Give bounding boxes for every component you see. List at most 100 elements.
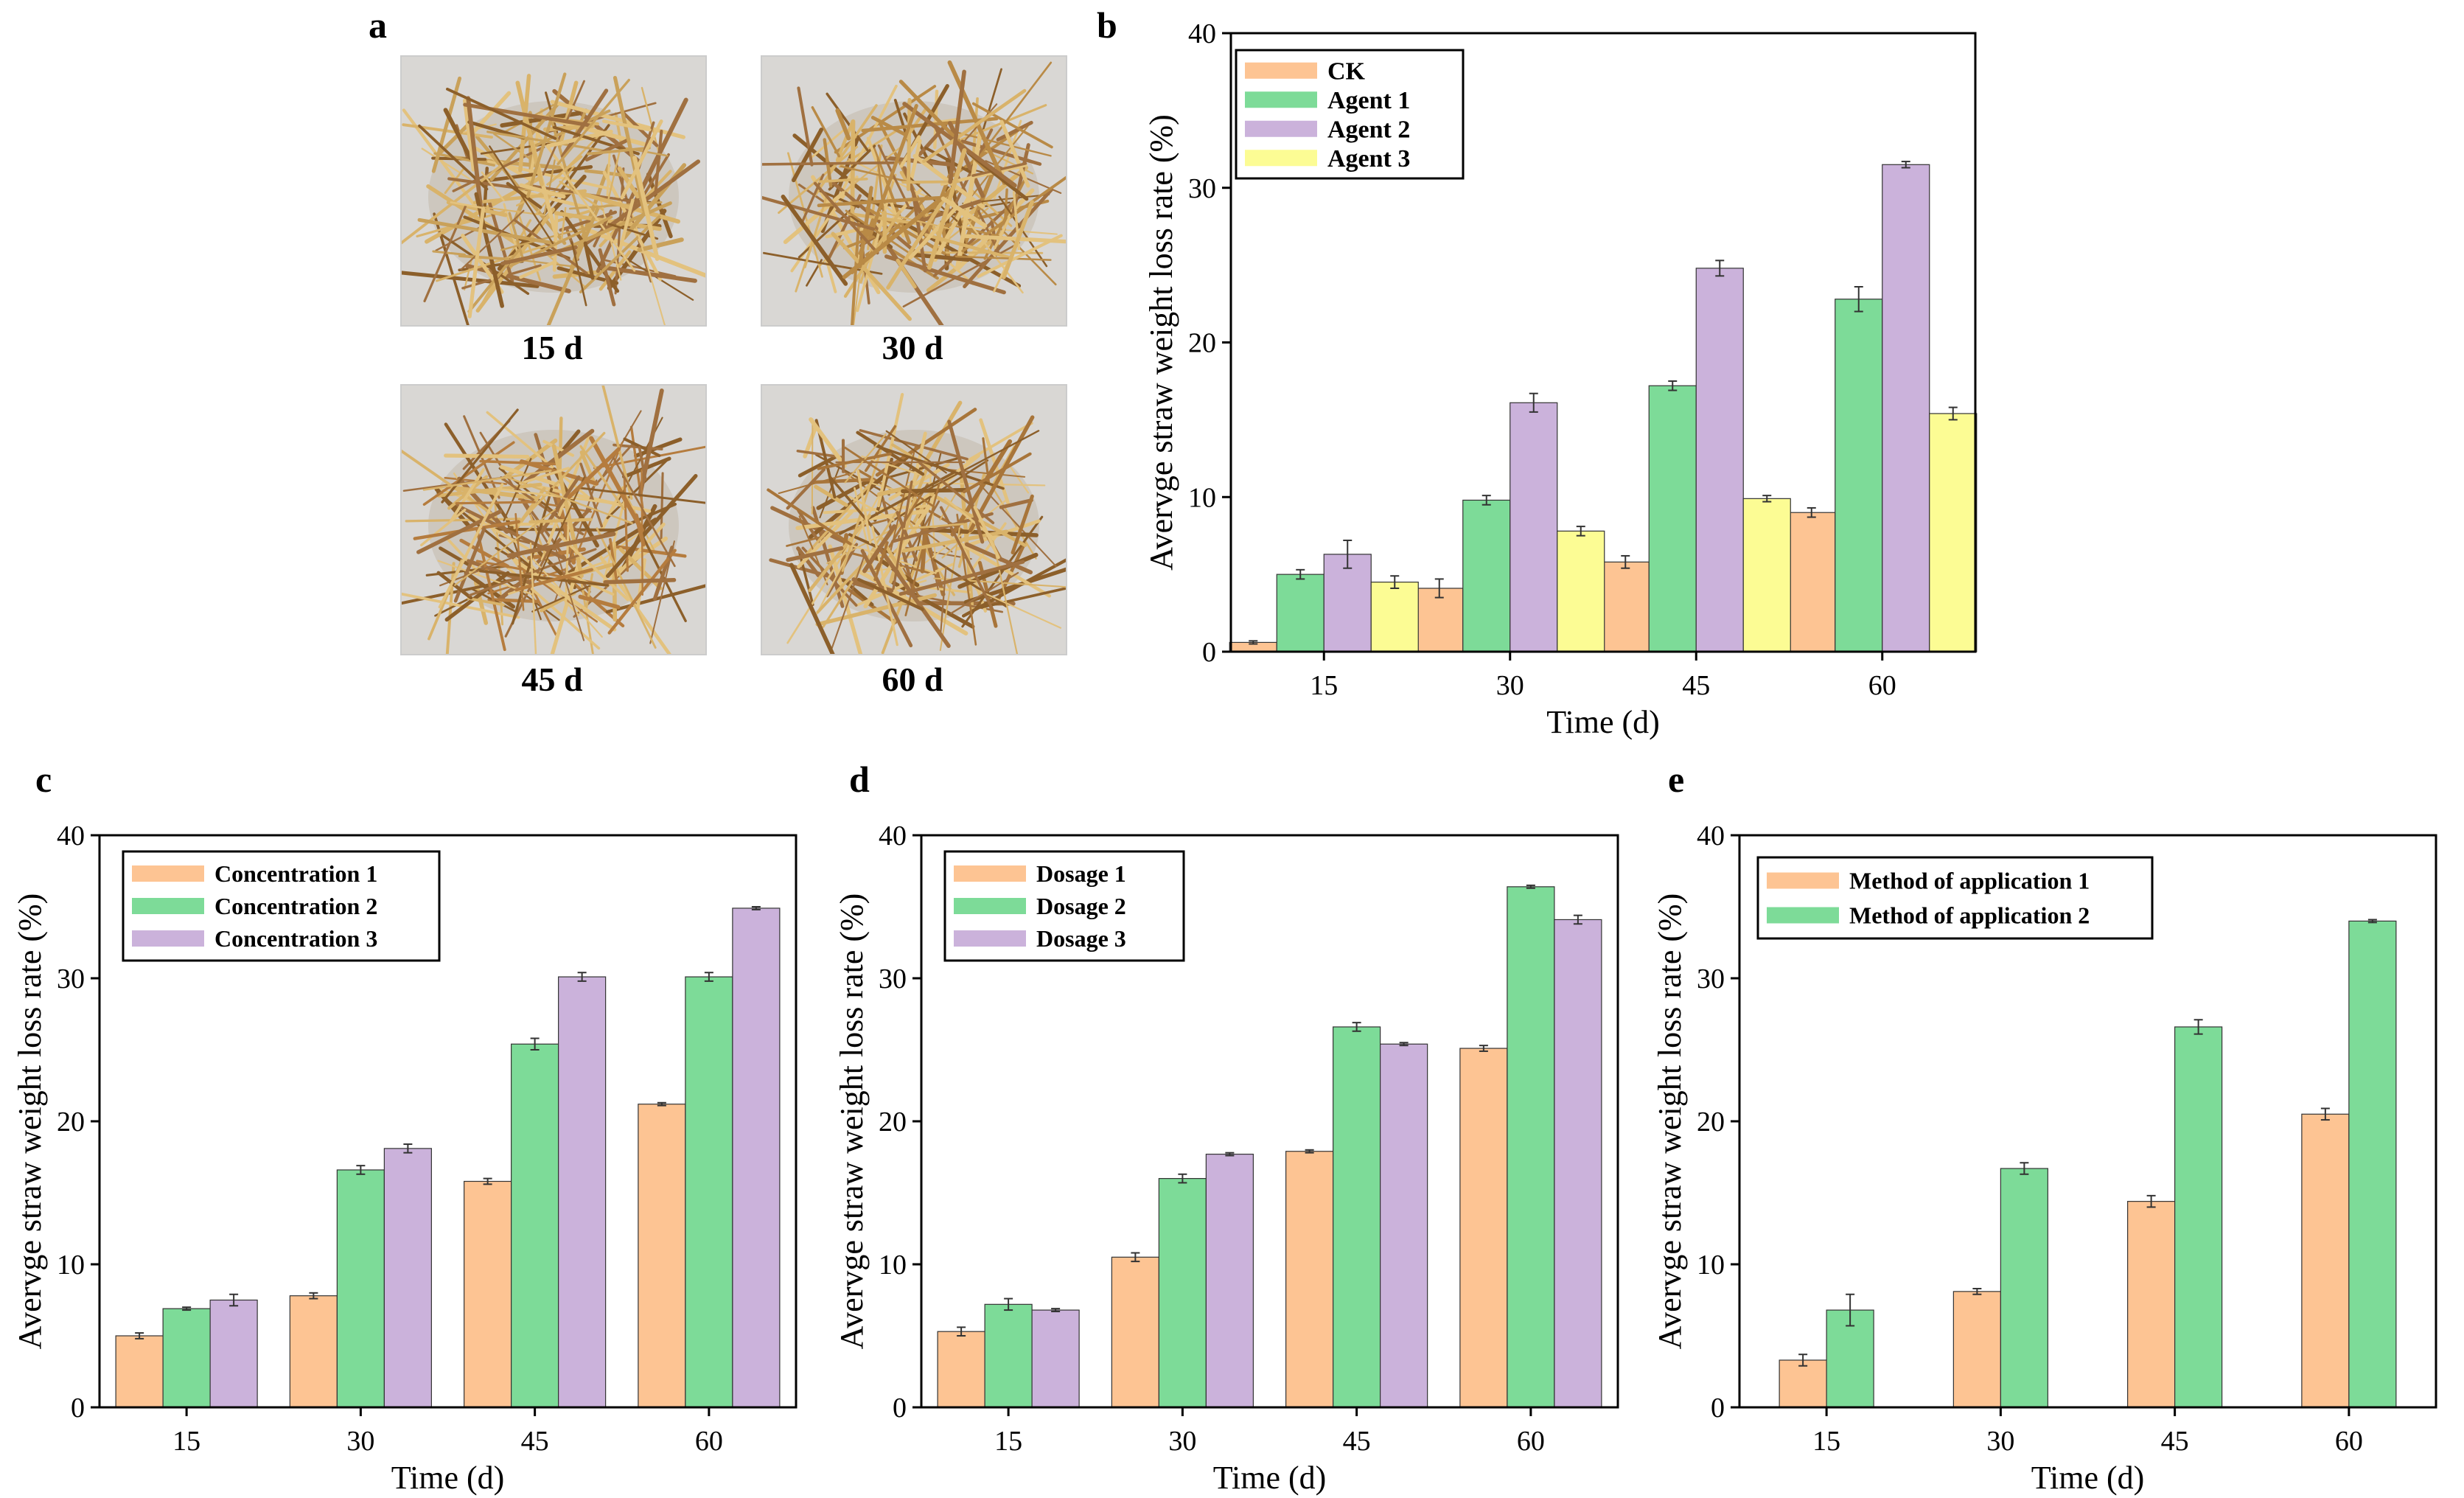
straw-stroke [500,438,558,481]
straw-stroke [562,171,636,272]
straw-stroke [514,512,525,611]
y-tick-label: 0 [1202,637,1216,668]
legend-swatch [1767,872,1839,889]
straw-stroke [835,119,855,162]
bar-e-0-0 [1779,1359,1827,1408]
straw-stroke [536,476,585,581]
straw-stroke [898,560,1025,596]
straw-stroke [954,255,1052,261]
legend-label: Dosage 3 [1036,925,1126,952]
straw-stroke [579,462,603,528]
straw-stroke [433,152,495,167]
straw-stroke [786,546,844,562]
straw-stroke [813,181,879,255]
bar-e-0-2 [2127,1201,2176,1408]
straw-stroke [612,456,676,568]
bar-c-0-2 [464,1180,512,1408]
straw-stroke [844,433,887,484]
legend-label: Method of application 2 [1849,902,2090,929]
straw-stroke [598,248,616,307]
straw-stroke [939,467,1026,478]
straw-stroke [940,566,947,635]
bar-b-0-3 [1787,512,1836,652]
straw-stroke [612,75,646,212]
legend-label: Concentration 2 [214,893,377,919]
straw-stroke [579,215,661,293]
legend-swatch [1245,150,1317,167]
bar-c-1-3 [685,976,733,1408]
straw-stroke [861,455,924,476]
y-tick-label: 40 [879,821,907,851]
straw-stroke [654,130,663,195]
straw-stroke [814,484,848,507]
bar-d-1-2 [1333,1026,1381,1408]
straw-stroke [888,462,950,501]
straw-stroke [450,201,483,209]
straw-stroke [950,198,1024,294]
x-tick-label: 15 [1812,1426,1840,1457]
bar-e-1-2 [2174,1026,2223,1408]
straw-stroke [618,198,635,251]
straw-stroke [926,148,967,270]
straw-stroke [603,502,677,536]
legend-swatch [1245,62,1317,79]
y-tick-label: 20 [1697,1107,1725,1138]
straw-stroke [817,452,892,470]
straw-stroke [908,206,957,260]
straw-stroke [589,436,644,533]
straw-stroke [554,211,662,231]
straw-stroke [519,467,570,485]
straw-stroke [859,429,969,461]
straw-stroke [963,567,1066,605]
straw-stroke [862,524,897,574]
straw-stroke [875,408,977,477]
straw-stroke [605,584,705,614]
x-tick-label: 30 [1496,670,1524,701]
bar-d-0-0 [937,1331,985,1408]
bar-b-0-2 [1601,561,1650,652]
straw-stroke [865,206,946,255]
straw-stroke [767,488,852,546]
straw-stroke [971,102,1053,149]
straw-stroke [817,195,941,208]
straw-stroke [873,541,889,581]
bar-d-0-1 [1111,1256,1159,1408]
straw-stroke [444,453,530,459]
straw-stroke [999,119,1030,188]
bar-d-2-1 [1205,1154,1254,1408]
straw-stroke [519,260,556,279]
bar-e-0-1 [1952,1291,2001,1408]
straw-stroke [786,538,854,644]
straw-stroke [786,467,826,510]
straw-stroke [432,250,466,256]
x-tick-label: 60 [695,1426,723,1457]
straw-stroke [614,167,625,295]
straw-stroke [474,192,504,308]
straw-stroke [603,578,677,585]
straw-stroke [996,120,1033,142]
straw-stroke [606,151,611,198]
legend-swatch [1767,907,1839,924]
straw-stroke [796,546,820,578]
straw-stroke [993,119,1022,200]
legend-label: CK [1327,58,1366,86]
bar-c-2-1 [383,1148,432,1408]
straw-stroke [826,92,870,153]
straw-stroke [486,160,610,190]
legend-swatch [132,865,204,882]
straw-photo-15d [400,55,707,327]
straw-stroke [632,156,660,261]
y-tick-label: 0 [893,1393,907,1424]
straw-stroke [932,190,974,262]
straw-stroke [811,105,841,158]
straw-stroke [918,461,995,524]
straw-stroke [458,254,510,261]
straw-stroke [450,467,486,523]
straw-stroke [811,418,814,515]
legend-label: Concentration 3 [214,925,377,952]
straw-stroke [870,116,907,136]
straw-stroke [913,453,980,509]
straw-stroke [908,139,922,185]
y-axis-label: Avervge straw weight loss rate (%) [1652,893,1688,1350]
straw-stroke [460,209,525,271]
